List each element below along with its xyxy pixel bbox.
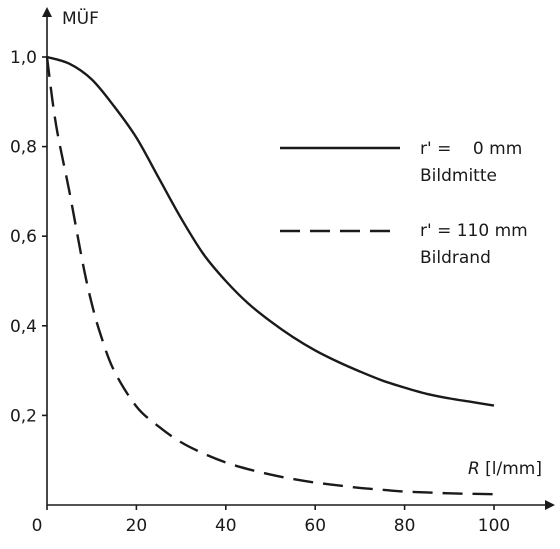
series-lines (45, 55, 495, 496)
x-tick-label: 60 (304, 516, 326, 536)
y-tick-label: 0,2 (10, 406, 37, 426)
x-tick-label: 80 (394, 516, 416, 536)
y-tick-label: 0,6 (10, 227, 37, 247)
y-tick-label: 1,0 (10, 48, 37, 68)
y-axis-title: MÜF (62, 7, 99, 29)
x-axis-title-variable: R (468, 459, 480, 479)
x-tick-label: 100 (478, 516, 510, 536)
legend-label-dashed: r' = 110 mm (420, 221, 528, 241)
legend-label-solid: r' = 0 mm (420, 139, 522, 159)
x-tick-label: 40 (215, 516, 237, 536)
series-line-bildmitte (46, 55, 495, 407)
axes (42, 7, 555, 510)
y-tick-label: 0,8 (10, 138, 37, 158)
x-ticks: 0 20 40 60 80 100 (32, 505, 510, 536)
legend-sublabel-dashed: Bildrand (420, 248, 491, 268)
x-tick-label: 0 (32, 516, 43, 536)
legend: r' = 0 mm Bildmitte r' = 110 mm Bildrand (280, 139, 528, 268)
y-tick-label: 0,4 (10, 317, 37, 337)
x-axis-title-unit: [l/mm] (480, 459, 542, 479)
x-axis-title: R [l/mm] (468, 459, 542, 479)
series-line-bildrand (45, 56, 495, 496)
legend-sublabel-solid: Bildmitte (420, 166, 497, 186)
y-ticks: 0,2 0,4 0,6 0,8 1,0 (10, 48, 47, 426)
x-tick-label: 20 (126, 516, 148, 536)
